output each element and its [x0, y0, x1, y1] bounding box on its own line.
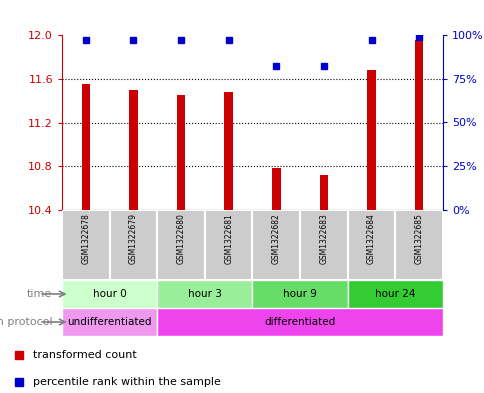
Bar — [300, 210, 347, 280]
Bar — [176, 95, 185, 210]
Text: time: time — [27, 289, 52, 299]
Text: GSM1322678: GSM1322678 — [81, 213, 90, 264]
Text: differentiated: differentiated — [264, 317, 335, 327]
Bar — [109, 210, 157, 280]
Text: hour 3: hour 3 — [187, 289, 221, 299]
Text: hour 9: hour 9 — [283, 289, 317, 299]
Text: hour 24: hour 24 — [374, 289, 415, 299]
Text: GSM1322682: GSM1322682 — [271, 213, 280, 264]
Bar — [252, 210, 300, 280]
Bar — [272, 169, 280, 210]
Bar — [129, 90, 137, 210]
Text: percentile rank within the sample: percentile rank within the sample — [33, 377, 221, 387]
Text: undifferentiated: undifferentiated — [67, 317, 151, 327]
Bar — [366, 70, 375, 210]
Text: transformed count: transformed count — [33, 350, 137, 360]
Bar — [157, 210, 204, 280]
Bar — [157, 308, 442, 336]
Bar — [414, 40, 423, 210]
Text: GSM1322683: GSM1322683 — [319, 213, 328, 264]
Bar — [252, 280, 347, 308]
Bar — [224, 92, 232, 210]
Text: GSM1322681: GSM1322681 — [224, 213, 233, 264]
Bar — [62, 308, 157, 336]
Bar — [62, 280, 157, 308]
Bar — [347, 280, 442, 308]
Bar — [319, 175, 328, 210]
Text: GSM1322679: GSM1322679 — [129, 213, 137, 264]
Text: growth protocol: growth protocol — [0, 317, 52, 327]
Bar — [204, 210, 252, 280]
Text: GSM1322680: GSM1322680 — [176, 213, 185, 264]
Text: GSM1322684: GSM1322684 — [366, 213, 375, 264]
Bar — [157, 280, 252, 308]
Text: hour 0: hour 0 — [92, 289, 126, 299]
Bar — [81, 84, 90, 210]
Bar — [347, 210, 394, 280]
Bar — [394, 210, 442, 280]
Bar — [62, 210, 109, 280]
Text: GSM1322685: GSM1322685 — [414, 213, 423, 264]
